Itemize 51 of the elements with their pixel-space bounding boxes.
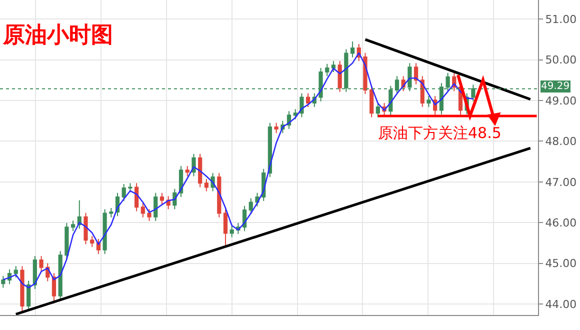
candlestick (109, 207, 114, 218)
candlestick (84, 212, 88, 245)
candlestick (274, 122, 278, 134)
y-tick-label: 47.00 (545, 176, 577, 189)
candlestick (58, 250, 62, 300)
ref-line-label: 49.29 (541, 81, 570, 92)
candlestick (230, 225, 234, 238)
candlestick (14, 266, 18, 278)
candlestick (147, 208, 152, 222)
candlestick (178, 166, 184, 198)
candlestick (325, 63, 330, 77)
candlestick (128, 182, 132, 193)
y-tick-label: 49.00 (545, 94, 577, 108)
y-tick-label: 44.00 (545, 298, 577, 311)
candlestick (300, 92, 304, 118)
candlestick (1, 275, 6, 288)
candlestick (293, 108, 298, 120)
candlestick (331, 60, 336, 73)
candlestick (26, 280, 31, 311)
candlestick (64, 222, 69, 260)
candlestick (217, 172, 222, 218)
candlestick (198, 153, 202, 188)
y-tick-label: 46.00 (545, 216, 577, 230)
candlestick (248, 198, 253, 215)
candlestick (134, 182, 139, 212)
candlestick (20, 266, 24, 314)
candlestick (32, 255, 37, 290)
candlestick (90, 236, 94, 248)
y-tick-label: 50.00 (545, 54, 577, 67)
candlestick (140, 202, 145, 218)
candlestick (338, 60, 342, 92)
y-tick-label: 51.00 (545, 12, 577, 26)
candlestick (185, 166, 190, 177)
candlestick (39, 255, 44, 272)
candlestick (420, 76, 424, 108)
candlestick (70, 220, 76, 232)
candlestick (160, 192, 164, 205)
candlestick (426, 96, 431, 108)
candlestick (102, 208, 107, 254)
y-tick-label: 45.00 (545, 257, 577, 270)
candlestick (204, 178, 208, 192)
annotation: 原油下方关注48.5 (378, 124, 502, 142)
candlestick (306, 92, 310, 108)
candlestick (122, 183, 126, 202)
candlestick (370, 85, 374, 118)
candlestick (376, 102, 380, 118)
candlestick (154, 192, 158, 222)
text: 原油小时图 (2, 22, 113, 48)
candlestick (223, 208, 228, 246)
candlestick (350, 41, 355, 58)
y-tick-label: 48.00 (545, 135, 577, 148)
